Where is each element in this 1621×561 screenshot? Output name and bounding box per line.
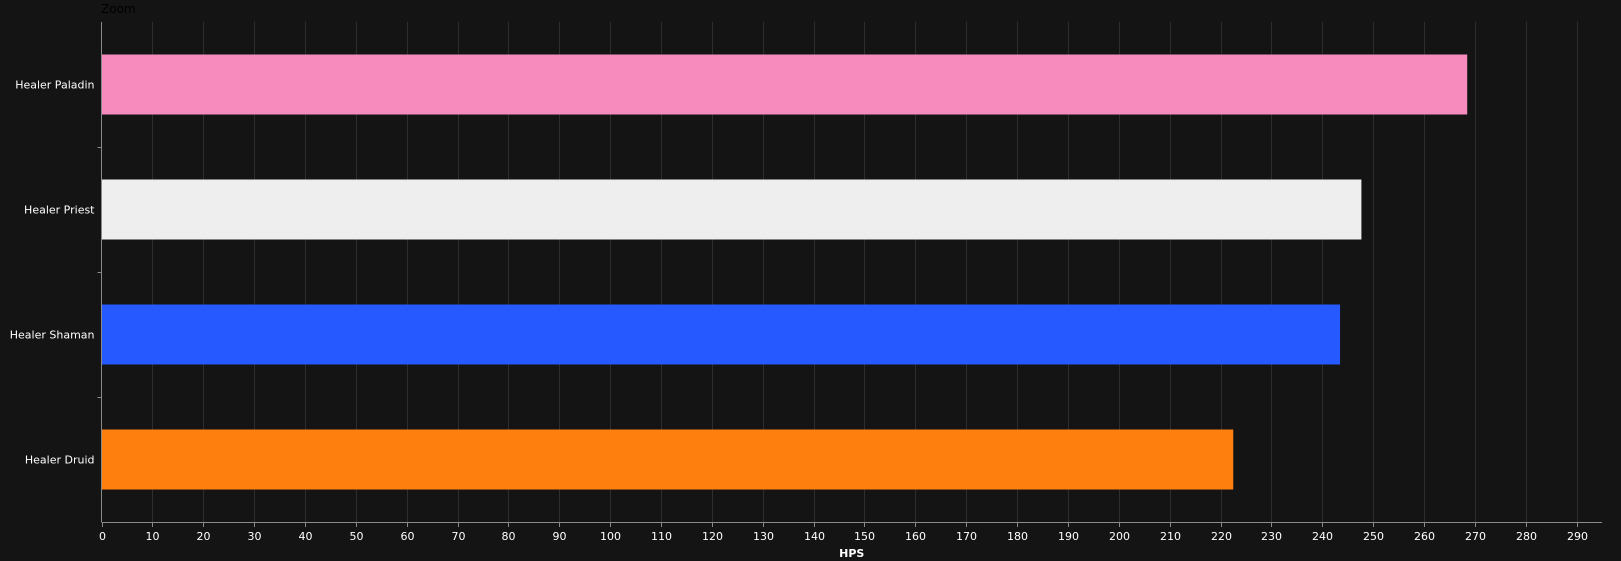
category-label-healer-priest: Healer Priest: [24, 204, 95, 217]
x-tick-label-250: 250: [1363, 530, 1384, 543]
x-tick-label-150: 150: [854, 530, 875, 543]
x-tick-label-110: 110: [651, 530, 672, 543]
axes: [97, 22, 1602, 527]
x-tick-label-290: 290: [1567, 530, 1588, 543]
labels: 0 10 20 30 40 50 60 70 80 90 100 110 120 130 140 150 160…: [10, 79, 1588, 544]
x-tick-label-120: 120: [702, 530, 723, 543]
x-tick-label-40: 40: [299, 530, 313, 543]
zoom-label: Zoom: [101, 2, 136, 16]
x-tick-label-210: 210: [1160, 530, 1181, 543]
x-tick-label-220: 220: [1211, 530, 1232, 543]
x-tick-label-200: 200: [1109, 530, 1130, 543]
x-tick-label-180: 180: [1007, 530, 1028, 543]
x-tick-label-240: 240: [1312, 530, 1333, 543]
bars: [102, 54, 1468, 490]
x-tick-label-160: 160: [905, 530, 926, 543]
x-tick-label-170: 170: [956, 530, 977, 543]
x-tick-label-230: 230: [1261, 530, 1282, 543]
bar-healer-druid[interactable]: [102, 429, 1234, 490]
x-tick-label-280: 280: [1516, 530, 1537, 543]
x-tick-label-260: 260: [1414, 530, 1435, 543]
x-tick-label-10: 10: [146, 530, 160, 543]
category-label-healer-druid: Healer Druid: [25, 454, 95, 467]
x-tick-label-90: 90: [553, 530, 567, 543]
x-tick-label-190: 190: [1058, 530, 1079, 543]
x-tick-label-80: 80: [502, 530, 516, 543]
x-tick-label-70: 70: [452, 530, 466, 543]
x-tick-label-20: 20: [197, 530, 211, 543]
bar-healer-paladin[interactable]: [102, 54, 1468, 115]
x-tick-label-0: 0: [99, 530, 106, 543]
bar-healer-priest[interactable]: [102, 179, 1362, 240]
x-axis-title: HPS: [839, 547, 864, 560]
category-label-healer-paladin: Healer Paladin: [15, 79, 94, 92]
x-tick-label-100: 100: [600, 530, 621, 543]
x-tick-label-60: 60: [401, 530, 415, 543]
category-label-healer-shaman: Healer Shaman: [10, 329, 95, 342]
x-tick-label-130: 130: [753, 530, 774, 543]
x-tick-label-270: 270: [1465, 530, 1486, 543]
x-tick-label-50: 50: [350, 530, 364, 543]
bar-healer-shaman[interactable]: [102, 304, 1341, 365]
x-tick-label-140: 140: [804, 530, 825, 543]
x-tick-label-30: 30: [248, 530, 262, 543]
